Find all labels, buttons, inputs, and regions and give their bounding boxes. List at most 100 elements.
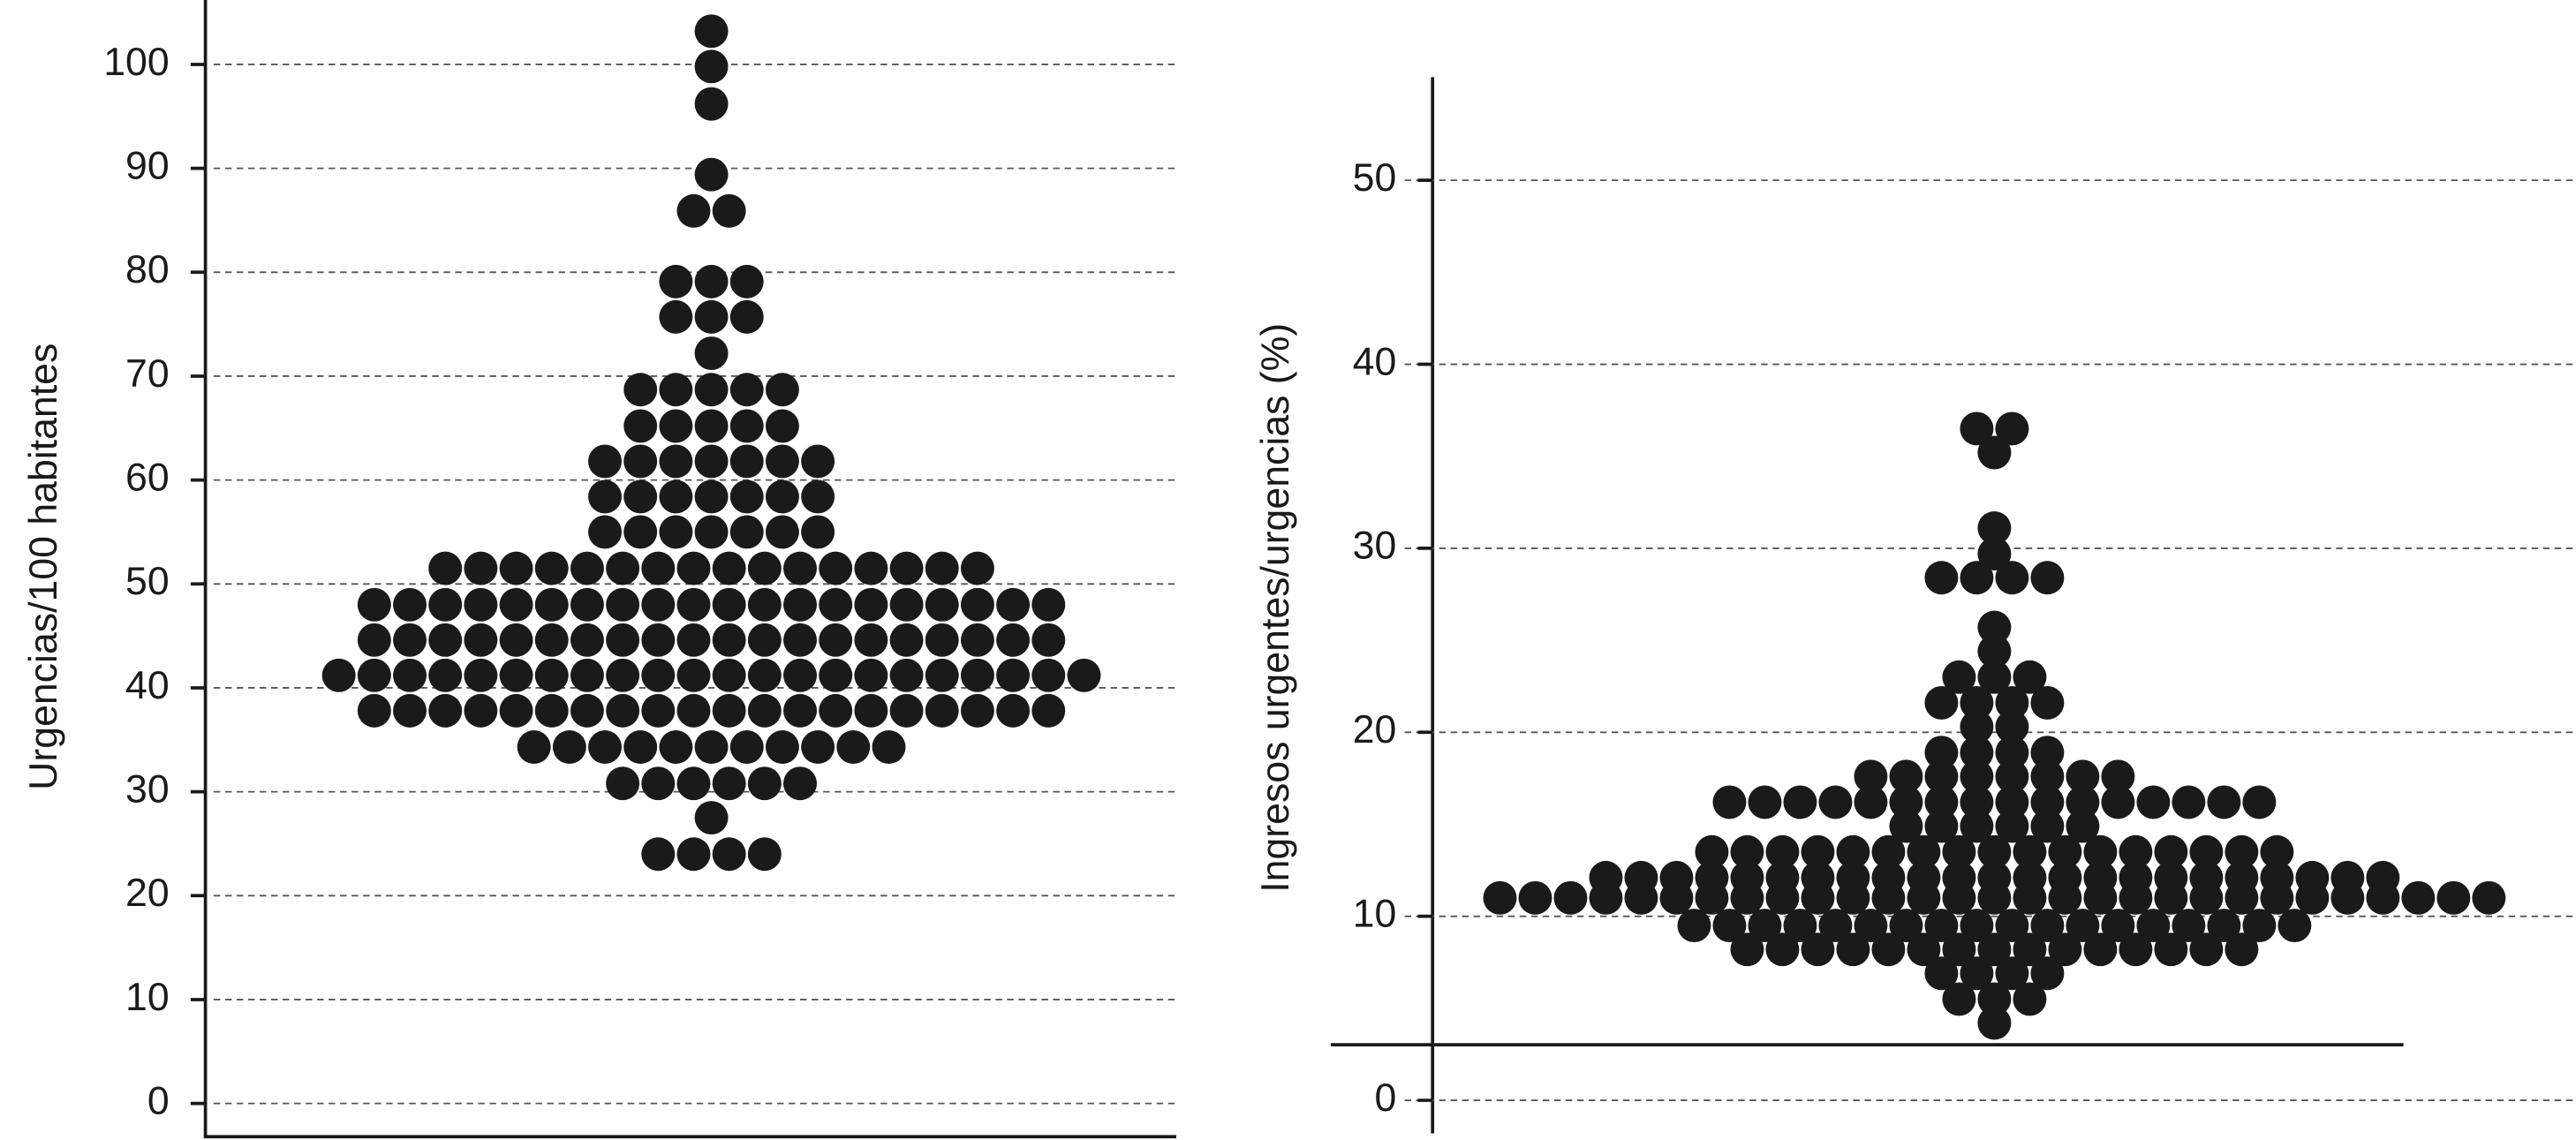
y-tick-label: 90: [125, 144, 170, 187]
dot: [2030, 956, 2065, 991]
dot: [765, 515, 799, 549]
dot: [1871, 880, 1906, 915]
dot: [606, 587, 640, 622]
dot: [801, 444, 835, 479]
dot: [2083, 880, 2118, 915]
dot: [712, 837, 746, 872]
dot: [623, 444, 658, 479]
dot: [428, 658, 463, 692]
dot: [1907, 932, 1941, 967]
dot: [1977, 880, 2012, 915]
dot: [1907, 880, 1941, 915]
y-tick-label: 40: [125, 664, 170, 707]
dot: [2013, 932, 2047, 967]
dot: [464, 623, 498, 657]
dot: [1836, 880, 1870, 915]
dot: [570, 623, 604, 657]
dot: [783, 766, 817, 801]
dot: [623, 479, 658, 514]
dot: [765, 479, 799, 514]
dot: [570, 693, 604, 728]
dot: [1995, 785, 2029, 819]
dot: [676, 623, 711, 657]
dot: [623, 373, 658, 407]
dot: [889, 693, 924, 728]
dot: [747, 766, 782, 801]
dot: [694, 14, 729, 49]
dot: [2119, 834, 2153, 869]
dot: [1695, 880, 1729, 915]
dot: [393, 693, 427, 728]
dot: [676, 551, 711, 585]
dot: [2030, 759, 2065, 794]
y-tick-label: 100: [103, 41, 169, 84]
dot: [606, 623, 640, 657]
dot: [570, 587, 604, 622]
dot: [570, 658, 604, 692]
dot: [854, 623, 888, 657]
dot: [641, 623, 676, 657]
dot: [783, 587, 817, 622]
dot: [801, 479, 835, 514]
dot: [1995, 956, 2029, 991]
dot: [765, 409, 799, 443]
dot: [854, 587, 888, 622]
dot: [517, 730, 551, 765]
dot: [534, 693, 569, 728]
dot: [1854, 759, 1888, 794]
dot: [960, 587, 994, 622]
dot: [499, 658, 533, 692]
y-tick-label: 0: [147, 1079, 170, 1122]
dot: [694, 87, 729, 121]
dot: [747, 837, 782, 872]
dot: [464, 551, 498, 585]
dot: [2189, 932, 2224, 967]
dot: [925, 658, 959, 692]
dot: [1783, 785, 1817, 819]
dot: [819, 551, 853, 585]
dot: [854, 693, 888, 728]
dot: [1942, 834, 1976, 869]
dot: [428, 623, 463, 657]
dot: [1924, 785, 1959, 819]
dot: [2119, 932, 2153, 967]
dot: [499, 551, 533, 585]
dot: [712, 766, 746, 801]
dot: [464, 658, 498, 692]
dot: [1977, 932, 2012, 967]
dot: [925, 693, 959, 728]
dot: [1031, 623, 1066, 657]
dot: [765, 444, 799, 479]
dot: [1960, 710, 1994, 744]
dot: [464, 587, 498, 622]
dot: [1995, 561, 2029, 595]
dot: [464, 693, 498, 728]
y-tick-label: 50: [1353, 156, 1397, 200]
dot: [2030, 561, 2065, 595]
dot: [1960, 411, 1994, 446]
dot: [1995, 909, 2029, 943]
dot: [801, 515, 835, 549]
dot: [712, 623, 746, 657]
dot: [1659, 880, 1694, 915]
dot: [534, 587, 569, 622]
dot: [676, 766, 711, 801]
dot: [1977, 834, 2012, 869]
dot: [836, 730, 871, 765]
dot: [1765, 880, 1800, 915]
dot: [1483, 880, 1517, 915]
dot: [729, 264, 764, 298]
dot: [1995, 411, 2029, 446]
dot: [588, 444, 622, 479]
dot: [1924, 909, 1959, 943]
dot: [1801, 834, 1835, 869]
dot: [623, 730, 658, 765]
dot: [2154, 880, 2188, 915]
dot: [534, 658, 569, 692]
dot: [783, 693, 817, 728]
dot: [2366, 880, 2400, 915]
dot: [499, 587, 533, 622]
dot: [2013, 660, 2047, 694]
dot: [747, 551, 782, 585]
